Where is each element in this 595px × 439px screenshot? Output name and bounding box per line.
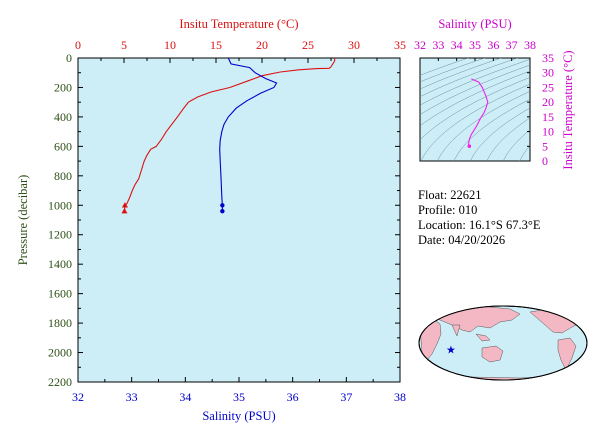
pressure-tick-label: 1800 <box>48 316 72 330</box>
salinity-axis-label: Salinity (PSU) <box>202 409 275 423</box>
pressure-tick-label: 200 <box>54 80 72 94</box>
temperature-marker <box>121 207 128 214</box>
temperature-tick-label: 20 <box>256 38 268 52</box>
salinity-tick-label: 38 <box>394 390 406 404</box>
float-info: Float: 22621 Profile: 010 Location: 16.1… <box>418 188 541 248</box>
ts-temperature-tick-label: 25 <box>542 80 554 94</box>
density-contour <box>420 58 470 76</box>
pressure-tick-label: 0 <box>66 51 72 65</box>
ts-salinity-tick-label: 35 <box>469 38 481 52</box>
density-contour <box>502 129 530 161</box>
ts-end-marker <box>467 144 472 148</box>
pressure-axis-label: Pressure (decibar) <box>16 175 30 266</box>
density-contour <box>519 145 530 161</box>
profile-plot: 0200400600800100012001400160018002000220… <box>16 17 406 423</box>
date-label: Date: <box>418 233 446 247</box>
star-icon: ★ <box>446 345 456 357</box>
temperature-tick-label: 35 <box>394 38 406 52</box>
salinity-tick-label: 36 <box>287 390 299 404</box>
date-row: Date: 04/20/2026 <box>418 233 541 248</box>
float-label: Float: <box>418 188 448 202</box>
ts-temperature-tick-label: 20 <box>542 95 554 109</box>
pressure-tick-label: 1400 <box>48 257 72 271</box>
density-contour <box>420 64 530 115</box>
pressure-tick-label: 600 <box>54 139 72 153</box>
density-contour <box>420 70 530 127</box>
density-contour <box>420 58 519 98</box>
density-contour <box>470 107 530 161</box>
map-land-south-america <box>557 337 577 371</box>
temperature-tick-label: 5 <box>121 38 127 52</box>
ts-curve <box>468 78 489 147</box>
temperature-tick-label: 25 <box>302 38 314 52</box>
profile-series-group <box>121 57 336 214</box>
temperature-tick-label: 30 <box>348 38 360 52</box>
ts-series-group <box>467 78 489 148</box>
float-row: Float: 22621 <box>418 188 541 203</box>
world-map: ★ <box>418 305 588 381</box>
profile-value: 010 <box>458 203 478 217</box>
salinity-marker <box>220 203 225 208</box>
ts-plot-area <box>419 57 531 162</box>
salinity-marker <box>220 208 225 214</box>
pressure-tick-label: 2200 <box>48 375 72 389</box>
location-row: Location: 16.1°S 67.3°E <box>418 218 541 233</box>
ts-temperature-axis-label: Insitu Temperature (°C) <box>561 50 575 169</box>
pressure-tick-label: 2000 <box>48 346 72 360</box>
ts-temperature-tick-label: 15 <box>542 110 554 124</box>
date-value: 04/20/2026 <box>448 233 506 247</box>
profile-axes-group: 0200400600800100012001400160018002000220… <box>48 38 406 404</box>
density-contour <box>420 77 530 141</box>
salinity-profile-line <box>219 57 278 212</box>
pressure-tick-label: 1600 <box>48 287 72 301</box>
salinity-tick-label: 32 <box>72 390 84 404</box>
ts-temperature-tick-label: 30 <box>542 66 554 80</box>
location-value: 16.1°S 67.3°E <box>469 218 541 232</box>
map-land-indonesia <box>475 333 491 342</box>
temperature-tick-label: 10 <box>164 38 176 52</box>
temperature-marker <box>121 202 128 208</box>
ts-salinity-tick-label: 34 <box>451 38 463 52</box>
temperature-axis-label: Insitu Temperature (°C) <box>179 17 298 31</box>
profile-row: Profile: 010 <box>418 203 541 218</box>
pressure-tick-label: 1000 <box>48 198 72 212</box>
pressure-tick-label: 800 <box>54 169 72 183</box>
location-label: Location: <box>418 218 466 232</box>
ts-salinity-tick-label: 36 <box>487 38 499 52</box>
salinity-tick-label: 37 <box>340 390 352 404</box>
map-land-australia <box>481 345 504 363</box>
salinity-tick-label: 34 <box>179 390 191 404</box>
density-contour <box>453 98 530 161</box>
ts-temperature-tick-label: 5 <box>542 139 548 153</box>
pressure-tick-label: 400 <box>54 110 72 124</box>
ts-temperature-tick-label: 35 <box>542 51 554 65</box>
ts-salinity-tick-label: 32 <box>414 38 426 52</box>
profile-plot-area <box>77 57 401 383</box>
density-contour <box>420 58 502 90</box>
profile-label: Profile: <box>418 203 456 217</box>
density-contour <box>420 83 530 161</box>
ts-temperature-tick-label: 10 <box>542 125 554 139</box>
density-contour <box>437 91 530 161</box>
temperature-tick-label: 15 <box>210 38 222 52</box>
map-land-india <box>451 324 461 337</box>
ts-salinity-axis-label: Salinity (PSU) <box>438 17 511 31</box>
ts-salinity-tick-label: 37 <box>506 38 518 52</box>
pressure-tick-label: 1200 <box>48 228 72 242</box>
density-contour <box>420 59 530 106</box>
salinity-tick-label: 33 <box>126 390 138 404</box>
float-value: 22621 <box>450 188 482 202</box>
ts-salinity-tick-label: 38 <box>524 38 536 52</box>
temperature-tick-label: 0 <box>75 38 81 52</box>
temperature-profile-line <box>123 58 336 212</box>
ts-temperature-tick-label: 0 <box>542 154 548 168</box>
density-contours <box>420 58 530 161</box>
salinity-tick-label: 35 <box>233 390 245 404</box>
ts-salinity-tick-label: 33 <box>432 38 444 52</box>
density-contour <box>486 117 530 161</box>
density-contour <box>420 58 486 83</box>
